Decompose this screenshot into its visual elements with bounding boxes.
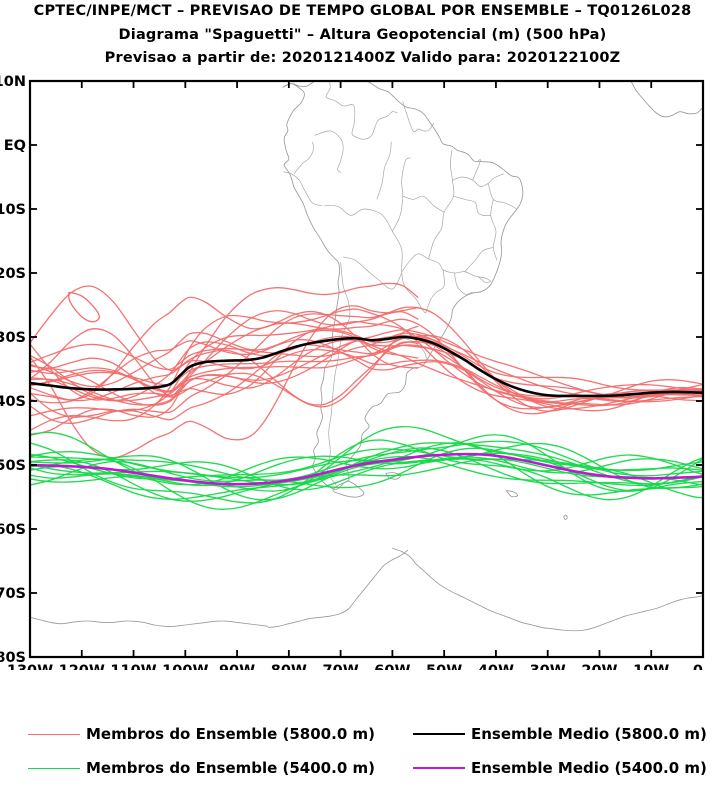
x-tick-label: 0 [693, 663, 703, 670]
ensemble-member-line [30, 452, 703, 479]
map-canvas: 130W 120W 110W 100W 90W 80W 70W 60W 50W 40W 30W 20W… [0, 70, 725, 670]
plot-frame [28, 79, 705, 659]
political-border-path [327, 262, 351, 486]
y-tick-label: 20S [0, 266, 26, 282]
x-tick-label: 50W [426, 663, 462, 670]
x-tick-label: 120W [59, 663, 105, 670]
ensemble-member-line [30, 339, 703, 410]
x-tick-label: 70W [323, 663, 359, 670]
y-tick-label: 70S [0, 586, 26, 602]
ensemble-member-line [30, 442, 703, 491]
y-tick-label: EQ [4, 138, 26, 154]
ensemble-mean-line [30, 452, 703, 486]
ensemble-member-line [30, 325, 419, 408]
coastline-path [505, 490, 519, 498]
x-tick-label: 30W [530, 663, 566, 670]
coastline-path [385, 472, 402, 480]
y-tick-label: 30S [0, 330, 26, 346]
coastline-path [268, 549, 409, 628]
political-border-path [477, 275, 491, 284]
y-tick-label: 80S [0, 650, 26, 666]
ensemble-member-line [30, 348, 703, 402]
y-tick-label: 50S [0, 458, 26, 474]
legend-label-members-5400: Membros do Ensemble (5400.0 m) [86, 759, 375, 777]
political-border-path [314, 130, 344, 173]
political-border-path [325, 81, 398, 140]
x-tick-label: 10W [633, 663, 669, 670]
legend-swatch-mean-5800 [413, 733, 465, 735]
title-block: CPTEC/INPE/MCT – PREVISAO DE TEMPO GLOBA… [0, 0, 725, 66]
x-tick-label: 130W [7, 663, 53, 670]
plot-background [0, 70, 725, 670]
ensemble-member-line [30, 434, 703, 501]
axis-tick-labels: 130W 120W 110W 100W 90W 80W 70W 60W 50W 40W 30W 20W… [0, 74, 703, 670]
political-border-path [490, 199, 498, 261]
legend-item-members-5800: Membros do Ensemble (5800.0 m) [28, 726, 375, 742]
ensemble-member-line [30, 282, 419, 437]
x-tick-label: 20W [581, 663, 617, 670]
political-border-path [428, 150, 455, 260]
political-border-path [453, 195, 491, 216]
y-tick-label: 60S [0, 522, 26, 538]
spaghetti-plot: 130W 120W 110W 100W 90W 80W 70W 60W 50W 40W 30W 20W… [0, 70, 725, 670]
political-border-path [324, 205, 426, 314]
ensemble-member-line [30, 285, 419, 406]
political-border-path [402, 101, 435, 133]
coastline-path [630, 81, 703, 118]
political-border-path [452, 173, 504, 188]
legend-row-1: Membros do Ensemble (5800.0 m) Ensemble … [0, 726, 725, 752]
coastline-path [563, 514, 568, 520]
title-line-3: Previsao a partir de: 2020121400Z Valido… [104, 50, 621, 66]
legend: Membros do Ensemble (5800.0 m) Ensemble … [0, 726, 725, 792]
y-tick-label: 40S [0, 394, 26, 410]
ensemble-mean-line [30, 335, 703, 398]
ensemble-member-line [30, 442, 703, 486]
coastline-path [282, 81, 524, 490]
political-border-path [293, 141, 315, 175]
x-tick-label: 80W [271, 663, 307, 670]
x-tick-label: 90W [219, 663, 255, 670]
legend-label-mean-5400: Ensemble Medio (5400.0 m) [471, 759, 707, 777]
political-border-path [402, 195, 445, 213]
y-tick-label: 10S [0, 202, 26, 218]
coastline-path [392, 547, 703, 632]
ensemble-member-line [30, 447, 703, 499]
ensemble-member-closed-contour [68, 291, 101, 323]
political-border-path [376, 141, 392, 200]
political-border-path [343, 256, 403, 290]
political-border-path [472, 159, 481, 181]
y-tick-label: 10N [0, 74, 26, 90]
coastline-path [30, 616, 269, 627]
title-line-1: CPTEC/INPE/MCT – PREVISAO DE TEMPO GLOBA… [33, 3, 692, 19]
ensemble-members-5800 [30, 282, 703, 459]
x-tick-label: 40W [478, 663, 514, 670]
legend-swatch-mean-5400 [413, 767, 465, 769]
legend-item-members-5400: Membros do Ensemble (5400.0 m) [28, 760, 375, 776]
political-border-path [464, 247, 494, 272]
ensemble-member-line [30, 340, 703, 421]
political-border-path [425, 269, 445, 314]
legend-swatch-members-5800 [28, 733, 80, 735]
ensemble-member-line [30, 310, 419, 398]
title-line-2: Diagrama "Spaguetti" – Altura Geopotenci… [118, 27, 607, 43]
legend-row-2: Membros do Ensemble (5400.0 m) Ensemble … [0, 760, 725, 786]
ensemble-member-line [30, 458, 703, 488]
legend-item-mean-5800: Ensemble Medio (5800.0 m) [413, 726, 707, 742]
political-border-path [454, 272, 473, 295]
ensemble-mean-layer [30, 335, 703, 486]
political-border-path [283, 171, 323, 207]
political-border-path [487, 183, 517, 210]
x-tick-label: 110W [110, 663, 156, 670]
legend-swatch-members-5400 [28, 767, 80, 769]
legend-item-mean-5400: Ensemble Medio (5400.0 m) [413, 760, 707, 776]
legend-label-mean-5800: Ensemble Medio (5800.0 m) [471, 725, 707, 743]
x-tick-label: 100W [162, 663, 208, 670]
x-tick-label: 60W [374, 663, 410, 670]
legend-label-members-5800: Membros do Ensemble (5800.0 m) [86, 725, 375, 743]
political-border-path [392, 157, 411, 232]
